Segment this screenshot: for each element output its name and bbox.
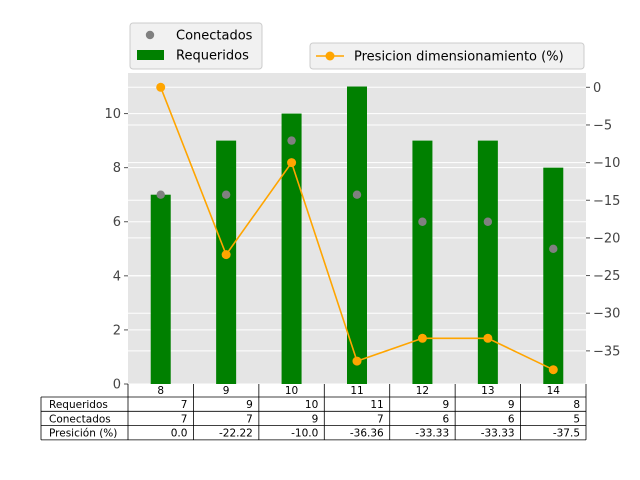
point-conectados-10 bbox=[287, 136, 296, 145]
legend-right: Presicion dimensionamiento (%) bbox=[309, 42, 585, 70]
legend-marker-precision bbox=[325, 51, 335, 61]
table-cell: 7 bbox=[181, 399, 188, 411]
y-tick-label: 0 bbox=[113, 378, 121, 393]
table-cell: 11 bbox=[370, 399, 383, 411]
y-tick-label: 10 bbox=[104, 107, 121, 122]
y-tick-label: 2 bbox=[113, 323, 121, 338]
table-cell: 6 bbox=[442, 413, 449, 425]
table-cell: 0.0 bbox=[171, 428, 188, 440]
table-cell: -33.33 bbox=[415, 428, 449, 440]
x-category-label: 8 bbox=[157, 385, 164, 397]
y2-tick-label: −30 bbox=[593, 307, 620, 322]
table-cell: 10 bbox=[305, 399, 318, 411]
table-cell: 5 bbox=[573, 413, 580, 425]
table-cell: -33.33 bbox=[481, 428, 515, 440]
legend-left: Conectados Requeridos bbox=[129, 22, 263, 70]
point-precision-8 bbox=[156, 82, 166, 92]
y-tick-label: 6 bbox=[113, 215, 121, 230]
x-category-label: 11 bbox=[350, 385, 363, 397]
x-category-label: 10 bbox=[285, 385, 298, 397]
table-row-label: Presición (%) bbox=[49, 428, 117, 440]
point-precision-14 bbox=[548, 365, 558, 375]
legend-label-requeridos: Requeridos bbox=[176, 49, 249, 64]
table-cell: 8 bbox=[573, 399, 580, 411]
point-precision-13 bbox=[483, 333, 493, 343]
point-conectados-14 bbox=[549, 244, 558, 253]
table-row-label: Requeridos bbox=[49, 399, 108, 411]
table-cell: 7 bbox=[181, 413, 188, 425]
point-conectados-12 bbox=[418, 217, 427, 226]
bar-requeridos-8 bbox=[150, 194, 171, 384]
x-category-label: 14 bbox=[547, 385, 561, 397]
table-cell: 7 bbox=[377, 413, 384, 425]
bar-requeridos-13 bbox=[477, 140, 498, 384]
y-tick-label: 4 bbox=[113, 269, 121, 284]
bar-requeridos-10 bbox=[281, 113, 302, 384]
y2-tick-label: −10 bbox=[593, 156, 620, 171]
y2-tick-label: −25 bbox=[593, 269, 620, 284]
bar-requeridos-12 bbox=[412, 140, 433, 384]
table-cell: 9 bbox=[312, 413, 319, 425]
point-precision-10 bbox=[287, 158, 297, 168]
legend-right-box bbox=[309, 42, 585, 70]
point-precision-12 bbox=[417, 333, 427, 343]
bar-requeridos-11 bbox=[347, 86, 367, 385]
table-cell: -37.5 bbox=[553, 428, 580, 440]
point-conectados-8 bbox=[156, 190, 165, 199]
y-tick-label: 8 bbox=[113, 161, 121, 176]
x-category-label: 12 bbox=[416, 385, 429, 397]
table-cell: 7 bbox=[246, 413, 253, 425]
legend-label-precision: Presicion dimensionamiento (%) bbox=[354, 50, 564, 65]
legend-marker-requeridos bbox=[137, 50, 164, 60]
x-category-label: 9 bbox=[223, 385, 230, 397]
legend-marker-conectados bbox=[145, 30, 155, 40]
y2-tick-label: −15 bbox=[593, 194, 620, 209]
point-conectados-9 bbox=[221, 190, 231, 199]
table-cell: -36.36 bbox=[350, 428, 384, 440]
legend-label-conectados: Conectados bbox=[176, 29, 253, 44]
table-cell: 9 bbox=[442, 399, 449, 411]
x-category-label: 13 bbox=[481, 385, 494, 397]
point-conectados-13 bbox=[483, 217, 493, 226]
point-precision-9 bbox=[221, 250, 231, 260]
y2-tick-label: −35 bbox=[593, 344, 620, 359]
bar-requeridos-14 bbox=[543, 167, 564, 384]
table-row-label: Conectados bbox=[49, 413, 111, 425]
y2-tick-label: 0 bbox=[593, 81, 601, 96]
table-cell: -10.0 bbox=[291, 428, 318, 440]
y2-tick-label: −5 bbox=[593, 118, 612, 133]
point-conectados-11 bbox=[352, 190, 362, 199]
y2-tick-label: −20 bbox=[593, 231, 620, 246]
point-precision-11 bbox=[352, 356, 362, 366]
table-cell: 9 bbox=[508, 399, 515, 411]
table-cell: 9 bbox=[246, 399, 253, 411]
bar-requeridos-9 bbox=[216, 140, 237, 384]
table-cell: 6 bbox=[508, 413, 515, 425]
table-cell: -22.22 bbox=[219, 428, 253, 440]
